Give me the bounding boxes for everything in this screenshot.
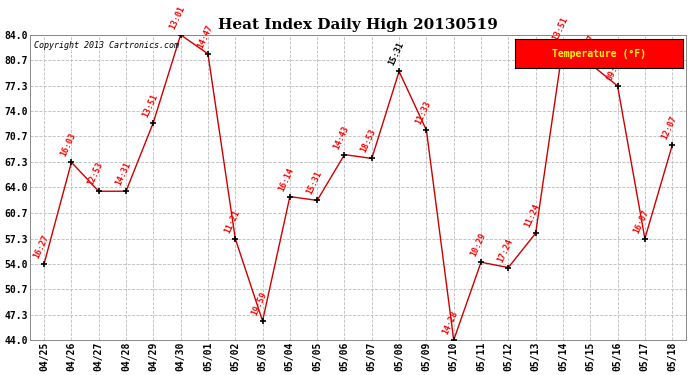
Text: 16:03: 16:03	[59, 132, 78, 158]
Text: 16:27: 16:27	[32, 233, 50, 260]
Text: 16:14: 16:14	[277, 166, 296, 192]
Title: Heat Index Daily High 20130519: Heat Index Daily High 20130519	[218, 18, 498, 32]
Text: 12:07: 12:07	[660, 115, 678, 141]
Text: 19:59: 19:59	[250, 290, 269, 317]
Text: 18:53: 18:53	[359, 128, 378, 154]
Text: 10:29: 10:29	[469, 232, 487, 258]
Text: 12:53: 12:53	[86, 160, 105, 187]
Text: 14:47: 14:47	[195, 23, 214, 50]
Text: 15:31: 15:31	[305, 170, 324, 196]
Text: 09:44: 09:44	[605, 55, 624, 82]
Text: 11:24: 11:24	[523, 202, 542, 229]
Text: Copyright 2013 Cartronics.com: Copyright 2013 Cartronics.com	[34, 41, 179, 50]
Text: 14:43: 14:43	[332, 124, 351, 150]
Text: 11:21: 11:21	[223, 208, 241, 234]
Text: 14:31: 14:31	[114, 160, 132, 187]
Text: 13:51: 13:51	[551, 16, 569, 42]
Text: 13:51: 13:51	[141, 92, 159, 118]
Text: 11:33: 11:33	[414, 100, 433, 126]
Text: 13:01: 13:01	[168, 4, 187, 31]
Text: 15:31: 15:31	[386, 41, 405, 67]
Text: 14:57: 14:57	[578, 33, 596, 60]
Text: 17:24: 17:24	[496, 237, 515, 263]
Text: 14:28: 14:28	[441, 309, 460, 336]
Text: 16:07: 16:07	[632, 208, 651, 234]
